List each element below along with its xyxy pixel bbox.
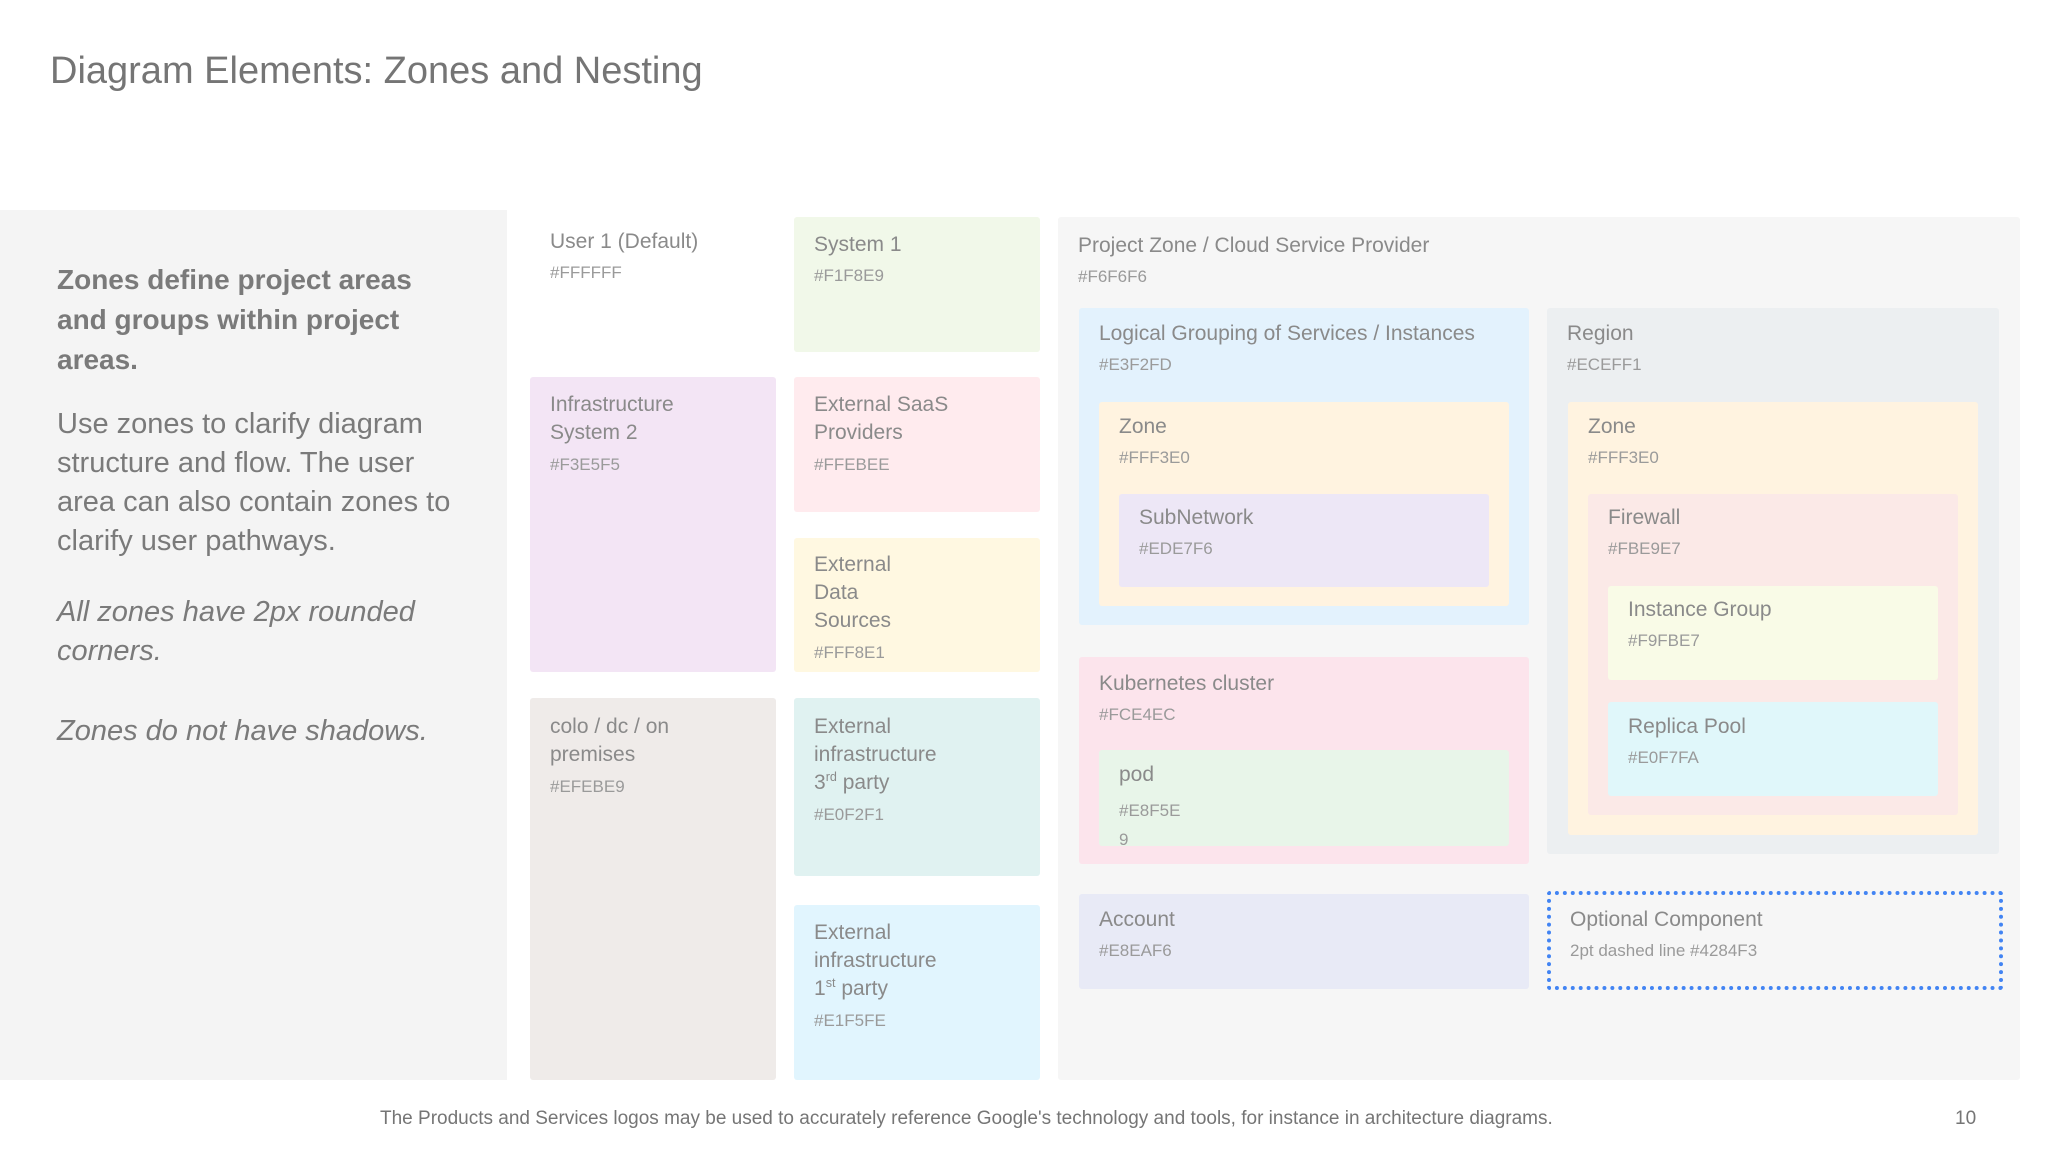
- zone-label: Kubernetes cluster: [1099, 672, 1275, 695]
- zone-label: Region: [1567, 322, 1634, 345]
- zone-label-line: colo / dc / on: [550, 715, 670, 738]
- zone-color-code: #FFEBEE: [814, 455, 890, 474]
- zone-label: System 1: [814, 233, 902, 256]
- zone-label-line: 1st party: [814, 976, 889, 1000]
- zone-account: Account #E8EAF6: [1079, 894, 1529, 989]
- zone-replica-pool: Replica Pool #E0F7FA: [1608, 702, 1938, 796]
- zone-pod: pod #E8F5E 9: [1099, 750, 1509, 849]
- zone-label: Logical Grouping of Services / Instances: [1099, 322, 1475, 345]
- zone-zone: Zone #FFF3E0 Firewall #FBE9E7 Instance G…: [1568, 402, 1978, 835]
- zone-external-infrastructure-1st-party: External infrastructure 1st party #E1F5F…: [794, 905, 1040, 1080]
- zone-color-code: #FFF8E1: [814, 643, 885, 662]
- zone-color-code: #FBE9E7: [1608, 539, 1681, 558]
- description-heading: Zones define project areas and groups wi…: [57, 264, 412, 375]
- zone-label: Project Zone / Cloud Service Provider: [1078, 234, 1430, 257]
- zone-label: Instance Group: [1628, 598, 1772, 621]
- zone-color-code: #E0F7FA: [1628, 748, 1699, 767]
- description-body: Use zones to clarify diagram structure a…: [57, 408, 451, 557]
- zone-label: Zone: [1588, 415, 1636, 438]
- zone-external-saas: External SaaS Providers #FFEBEE: [794, 377, 1040, 512]
- zone-label-line: premises: [550, 743, 636, 766]
- zone-system-1: System 1 #F1F8E9: [794, 217, 1040, 352]
- zone-user: User 1 (Default) #FFFFFF: [530, 217, 776, 367]
- zone-label-line: External: [814, 553, 892, 576]
- zone-label: Optional Component: [1570, 908, 1763, 931]
- zone-color-code: #E8F5E: [1119, 801, 1181, 820]
- zone-colo-premises: colo / dc / on premises #EFEBE9: [530, 698, 776, 1080]
- page-number: 10: [1955, 1108, 1977, 1129]
- zone-kubernetes-cluster: Kubernetes cluster #FCE4EC pod #E8F5E 9: [1079, 657, 1529, 864]
- zone-label-line: External: [814, 715, 892, 738]
- zone-label: Replica Pool: [1628, 715, 1746, 738]
- zone-color-code: #FFF3E0: [1588, 448, 1659, 467]
- zone-color-code: #FFFFFF: [550, 263, 622, 282]
- zone-label-line: 3rd party: [814, 770, 890, 794]
- zone-color-code: 2pt dashed line #4284F3: [1570, 941, 1758, 960]
- zone-label-line: External: [814, 921, 892, 944]
- zone-instance-group: Instance Group #F9FBE7: [1608, 586, 1938, 680]
- zone-firewall: Firewall #FBE9E7 Instance Group #F9FBE7 …: [1588, 494, 1958, 815]
- zone-color-code: #E1F5FE: [814, 1011, 886, 1030]
- zone-infrastructure-system-2: Infrastructure System 2 #F3E5F5: [530, 377, 776, 672]
- zone-region: Region #ECEFF1 Zone #FFF3E0 Firewall #FB…: [1547, 308, 1999, 854]
- description-note-rounded: All zones have 2px rounded corners.: [57, 596, 415, 667]
- zone-external-infrastructure-3rd-party: External infrastructure 3rd party #E0F2F…: [794, 698, 1040, 876]
- zone-optional-component: Optional Component 2pt dashed line #4284…: [1547, 891, 2003, 990]
- zone-color-code: #F9FBE7: [1628, 631, 1700, 650]
- zone-label: Account: [1099, 908, 1175, 931]
- zone-label: User 1 (Default): [550, 230, 699, 253]
- zone-label-line: Providers: [814, 421, 903, 444]
- zone-color-code: 9: [1119, 830, 1129, 849]
- zone-color-code: #E0F2F1: [814, 805, 884, 824]
- zone-label-line: infrastructure: [814, 743, 937, 766]
- zone-label: Zone: [1119, 415, 1167, 438]
- description-note-shadows: Zones do not have shadows.: [57, 715, 428, 747]
- zone-color-code: #FFF3E0: [1119, 448, 1190, 467]
- zone-color-code: #EFEBE9: [550, 777, 625, 796]
- zone-color-code: #F1F8E9: [814, 266, 884, 285]
- description-panel: Zones define project areas and groups wi…: [0, 210, 507, 1080]
- zone-color-code: #FCE4EC: [1099, 705, 1176, 724]
- zone-label-line: Infrastructure: [550, 393, 674, 416]
- zone-project: Project Zone / Cloud Service Provider #F…: [1058, 217, 2020, 1080]
- zone-color-code: #ECEFF1: [1567, 355, 1642, 374]
- zone-color-code: #F3E5F5: [550, 455, 620, 474]
- footer-note: The Products and Services logos may be u…: [380, 1108, 1553, 1129]
- zone-color-code: #EDE7F6: [1139, 539, 1213, 558]
- zone-external-data-sources: External Data Sources #FFF8E1: [794, 538, 1040, 672]
- page-title: Diagram Elements: Zones and Nesting: [50, 50, 703, 92]
- zone-color-code: #E3F2FD: [1099, 355, 1172, 374]
- zone-label-line: Sources: [814, 609, 892, 632]
- zone-subnetwork: SubNetwork #EDE7F6: [1119, 494, 1489, 587]
- zone-label: SubNetwork: [1139, 506, 1254, 529]
- zone-label-line: Data: [814, 581, 859, 604]
- zone-logical-grouping: Logical Grouping of Services / Instances…: [1079, 308, 1529, 625]
- zone-label-line: System 2: [550, 421, 638, 444]
- zone-label-line: infrastructure: [814, 949, 937, 972]
- zone-zone: Zone #FFF3E0 SubNetwork #EDE7F6: [1099, 402, 1509, 606]
- zone-color-code: #E8EAF6: [1099, 941, 1172, 960]
- zone-color-code: #F6F6F6: [1078, 267, 1147, 286]
- zone-label: Firewall: [1608, 506, 1681, 529]
- zone-label-line: External SaaS: [814, 393, 949, 416]
- zone-label: pod: [1119, 763, 1155, 786]
